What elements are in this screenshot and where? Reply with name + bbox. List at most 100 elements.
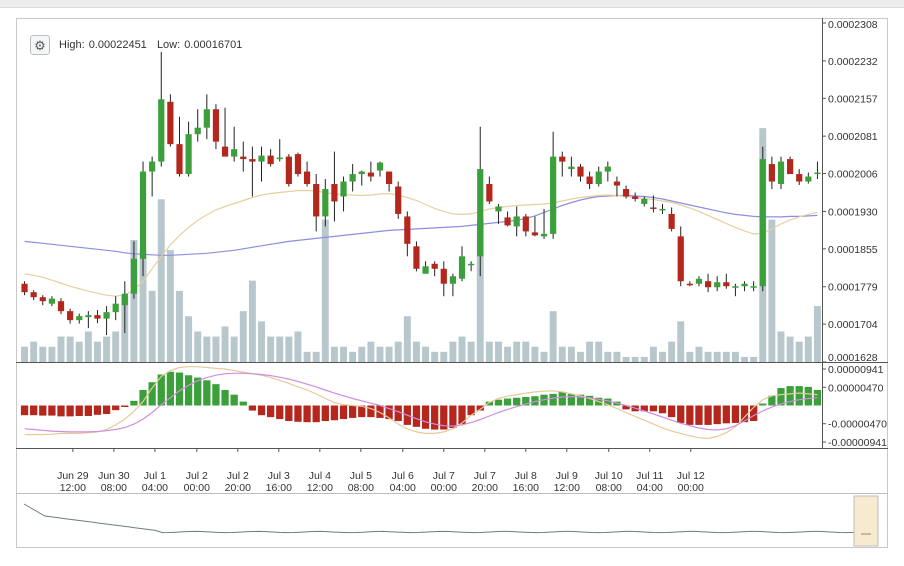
candle-down[interactable]	[57, 301, 65, 312]
candle-down[interactable]	[723, 282, 730, 287]
candle-up[interactable]	[185, 134, 192, 175]
candle-up[interactable]	[130, 258, 138, 294]
candle-up[interactable]	[76, 316, 83, 321]
candle-up[interactable]	[231, 149, 238, 157]
candle-down[interactable]	[285, 156, 292, 185]
candle-down[interactable]	[577, 166, 584, 177]
candle-up[interactable]	[85, 315, 92, 318]
candle-down[interactable]	[294, 154, 302, 175]
candle-down[interactable]	[240, 156, 247, 160]
candle-up[interactable]	[695, 278, 703, 284]
date-tick-time: 00:00	[431, 482, 457, 494]
candle-down[interactable]	[404, 216, 411, 244]
navigator-handle[interactable]	[853, 495, 879, 547]
candle-up[interactable]	[458, 256, 466, 279]
candle-down[interactable]	[504, 217, 511, 226]
volume-bar	[722, 351, 730, 362]
candle-down[interactable]	[413, 246, 420, 269]
candle-down[interactable]	[30, 292, 37, 298]
candle-up[interactable]	[149, 161, 156, 172]
indicator-tick-label: 0.00000470	[828, 382, 884, 394]
candle-up[interactable]	[48, 298, 55, 304]
candle-down[interactable]	[440, 268, 447, 284]
candle-down[interactable]	[677, 236, 684, 282]
candle-up[interactable]	[194, 127, 201, 135]
candle-up[interactable]	[158, 99, 165, 162]
volume-bar	[212, 336, 220, 362]
candle-up[interactable]	[714, 282, 721, 288]
chart-canvas[interactable]: 0.0002308 0.0002232 0.0002157 0.0002081 0.00…	[16, 18, 888, 548]
candle-up[interactable]	[513, 216, 520, 227]
candle-up[interactable]	[422, 266, 429, 274]
candle-up[interactable]	[276, 157, 283, 160]
candle-down[interactable]	[796, 174, 803, 182]
candle-down[interactable]	[267, 155, 274, 165]
candle-down[interactable]	[21, 283, 28, 293]
date-tick-day: Jul 4	[309, 470, 331, 482]
candle-up[interactable]	[349, 174, 356, 182]
candle-up[interactable]	[139, 171, 147, 259]
candle-down[interactable]	[367, 172, 374, 177]
candle-down[interactable]	[668, 213, 675, 229]
candle-up[interactable]	[659, 208, 666, 211]
candle-down[interactable]	[395, 186, 402, 214]
candle-down[interactable]	[303, 171, 311, 185]
candle-down[interactable]	[94, 315, 101, 319]
candle-down[interactable]	[559, 156, 566, 162]
candle-down[interactable]	[650, 207, 657, 209]
gear-icon[interactable]: ⚙	[30, 35, 50, 55]
candle-up[interactable]	[805, 176, 812, 182]
candle-down[interactable]	[768, 164, 775, 182]
candle-up[interactable]	[112, 303, 119, 313]
candle-up[interactable]	[495, 206, 502, 212]
volume-bar	[294, 331, 302, 362]
candle-down[interactable]	[522, 216, 529, 232]
candle-down[interactable]	[386, 171, 393, 185]
candle-down[interactable]	[221, 146, 229, 157]
price-tick-label: 0.0001704	[828, 319, 878, 331]
candle-up[interactable]	[595, 171, 602, 185]
candle-up[interactable]	[741, 283, 748, 287]
candle-up[interactable]	[814, 172, 821, 175]
candle-up[interactable]	[322, 189, 329, 217]
candle-down[interactable]	[586, 176, 593, 185]
candle-down[interactable]	[313, 184, 320, 217]
candle-up[interactable]	[358, 171, 365, 175]
candle-down[interactable]	[787, 159, 794, 175]
candle-up[interactable]	[121, 293, 128, 306]
candle-down[interactable]	[176, 144, 183, 175]
candle-up[interactable]	[103, 312, 110, 319]
candle-down[interactable]	[632, 196, 639, 199]
candle-down[interactable]	[331, 184, 338, 202]
candle-up[interactable]	[258, 155, 265, 162]
candle-up[interactable]	[540, 233, 548, 237]
candle-down[interactable]	[613, 181, 621, 186]
candle-up[interactable]	[759, 159, 766, 287]
candle-up[interactable]	[477, 169, 484, 257]
candle-up[interactable]	[777, 161, 785, 185]
candle-up[interactable]	[750, 286, 757, 288]
candle-up[interactable]	[732, 286, 739, 288]
candle-down[interactable]	[249, 159, 256, 162]
candle-down[interactable]	[167, 101, 174, 145]
candle-down[interactable]	[622, 189, 630, 197]
candle-up[interactable]	[449, 276, 456, 284]
candle-up[interactable]	[203, 109, 210, 128]
candle-down[interactable]	[704, 281, 712, 288]
candle-down[interactable]	[212, 109, 220, 142]
candle-down[interactable]	[39, 297, 46, 302]
candle-down[interactable]	[531, 232, 539, 236]
candle-up[interactable]	[641, 198, 648, 204]
candle-down[interactable]	[686, 283, 693, 286]
candle-up[interactable]	[376, 162, 384, 171]
macd-histogram-bar	[740, 405, 749, 423]
candle-up[interactable]	[340, 181, 347, 197]
volume-bar	[540, 351, 548, 362]
candle-down[interactable]	[431, 263, 438, 269]
candle-up[interactable]	[568, 166, 575, 170]
candle-down[interactable]	[67, 311, 74, 321]
candle-up[interactable]	[604, 166, 611, 172]
candle-up[interactable]	[550, 156, 557, 234]
candle-up[interactable]	[468, 263, 475, 266]
candle-down[interactable]	[486, 184, 493, 202]
